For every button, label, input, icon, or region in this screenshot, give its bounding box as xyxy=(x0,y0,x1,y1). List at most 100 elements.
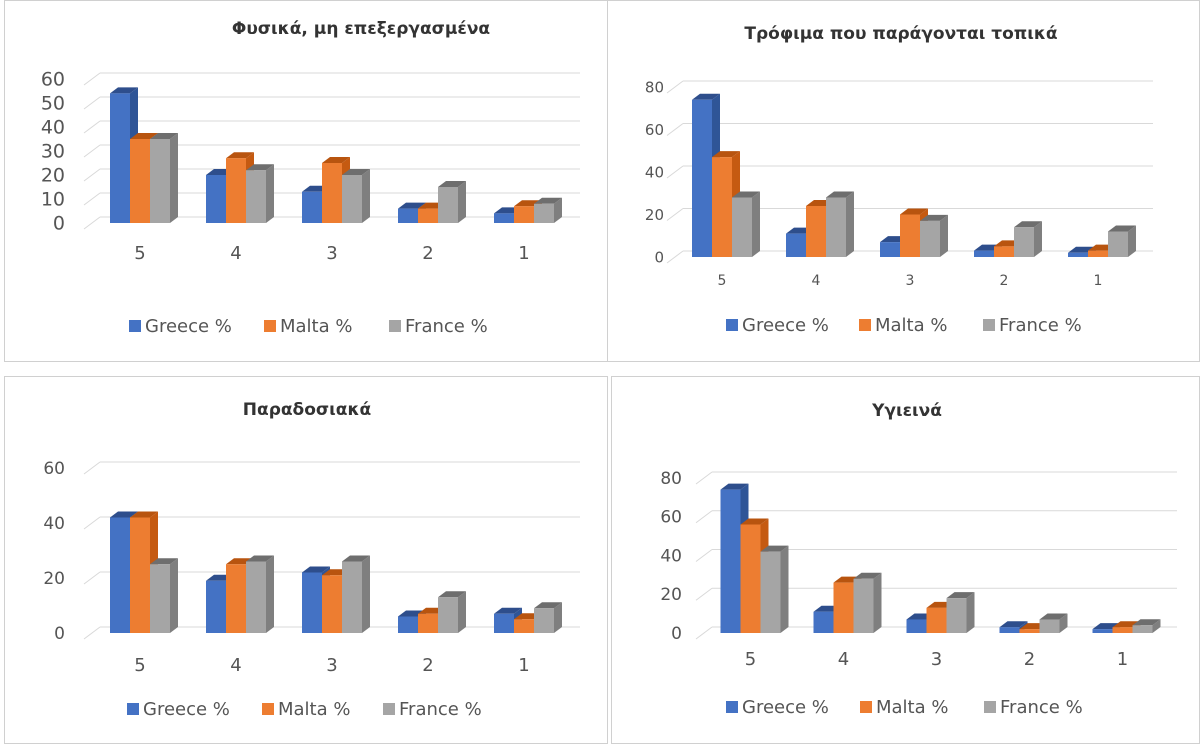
bar xyxy=(342,169,370,223)
bar-side xyxy=(362,169,370,223)
bar-front xyxy=(150,564,170,633)
bar-side xyxy=(1059,613,1068,633)
bar-side xyxy=(1128,225,1136,257)
x-tick-label: 3 xyxy=(326,655,337,676)
bar-front xyxy=(1112,627,1133,633)
bar-side xyxy=(1034,221,1042,257)
y-tick-label: 40 xyxy=(41,117,65,139)
legend-swatch xyxy=(726,319,738,331)
y-tick-label: 50 xyxy=(41,93,65,115)
legend-swatch xyxy=(262,703,274,715)
bar-top xyxy=(712,151,740,158)
y-tick-label: 10 xyxy=(41,189,65,211)
bar xyxy=(246,164,274,223)
chart-local: Τρόφιμα που παράγονται τοπικά 0 20 40 60 80 5 4… xyxy=(645,24,1153,336)
chart-title: Υγιεινά xyxy=(871,401,942,421)
x-tick-label: 3 xyxy=(326,243,337,264)
legend-swatch xyxy=(129,320,141,332)
x-tick-label: 5 xyxy=(718,273,727,289)
legend-label: France % xyxy=(999,315,1082,336)
bar xyxy=(1132,619,1161,633)
y-tick-label: 0 xyxy=(671,624,682,644)
bar-front xyxy=(150,139,170,223)
bar-front xyxy=(514,619,534,633)
gridline-depth xyxy=(83,216,101,230)
bar-side xyxy=(362,555,370,633)
bar-front xyxy=(206,580,226,633)
y-tick-label: 0 xyxy=(53,213,65,235)
x-tick-label: 5 xyxy=(134,243,145,264)
gridline-depth xyxy=(666,165,684,179)
bar-top xyxy=(760,545,789,552)
bar-top xyxy=(1108,225,1136,232)
legend-label: Greece % xyxy=(742,697,829,718)
bar-front xyxy=(534,203,554,223)
x-tick-label: 2 xyxy=(422,243,433,264)
gridline-depth xyxy=(695,510,713,524)
legend-label: France % xyxy=(399,699,482,720)
legend-swatch xyxy=(983,319,995,331)
chart-panel-local: Τρόφιμα που παράγονται τοπικά 0 20 40 60 80 5 4… xyxy=(607,0,1200,362)
y-tick-label: 40 xyxy=(645,163,664,181)
x-tick-label: 1 xyxy=(1117,649,1128,670)
bar xyxy=(760,545,789,633)
bar-front xyxy=(342,175,362,223)
bar-front xyxy=(246,561,266,633)
bar-front xyxy=(246,170,266,223)
bar-top xyxy=(398,202,426,209)
x-tick-label: 1 xyxy=(518,243,529,264)
bar-front xyxy=(302,572,322,633)
gridline-depth xyxy=(666,80,684,94)
y-tick-label: 80 xyxy=(660,469,682,489)
bar-side xyxy=(266,164,274,223)
y-tick-label: 20 xyxy=(41,165,65,187)
bar-top xyxy=(438,591,466,598)
y-tick-label: 60 xyxy=(660,508,682,528)
gridline-depth xyxy=(83,192,101,206)
bar-side xyxy=(554,197,562,223)
chart-traditional: Παραδοσιακά 0 20 40 60 5 4 3 2 1 Greece % Malta % Fr… xyxy=(43,400,580,720)
bar xyxy=(1108,225,1136,257)
legend-swatch xyxy=(860,701,872,713)
bar-top xyxy=(246,164,274,171)
x-tick-label: 2 xyxy=(1000,273,1009,289)
bar-front xyxy=(494,213,514,223)
bar xyxy=(946,592,975,633)
y-tick-label: 0 xyxy=(54,624,65,644)
y-tick-label: 40 xyxy=(660,546,682,566)
bar-top xyxy=(534,197,562,204)
bar-side xyxy=(780,545,789,633)
bar-front xyxy=(906,619,927,633)
chart-panel-natural: Φυσικά, μη επεξεργασμένα 0 10 20 30 40 50 60 5 4 3… xyxy=(4,0,608,362)
legend-swatch xyxy=(726,701,738,713)
chart-healthy: Υγιεινά 0 20 40 60 80 5 4 3 2 1 Greece % Malta % Fran… xyxy=(660,401,1177,718)
bar-front xyxy=(418,613,438,633)
bar-front xyxy=(302,191,322,223)
legend-label: Greece % xyxy=(742,315,829,336)
bar xyxy=(732,191,760,257)
y-tick-label: 60 xyxy=(43,459,65,479)
bar-front xyxy=(342,561,362,633)
legend-swatch xyxy=(264,320,276,332)
bar-side xyxy=(170,558,178,633)
y-tick-label: 20 xyxy=(645,206,664,224)
gridline-depth xyxy=(695,549,713,562)
bar-top xyxy=(110,87,138,94)
gridline-depth xyxy=(83,120,101,134)
x-tick-label: 5 xyxy=(745,649,756,670)
bar-top xyxy=(322,157,350,163)
bar-front xyxy=(130,517,150,633)
gridline-depth xyxy=(83,461,101,475)
bar-front xyxy=(514,206,534,223)
bar-front xyxy=(946,598,967,633)
legend-label: Malta % xyxy=(280,316,352,337)
chart-title: Τρόφιμα που παράγονται τοπικά xyxy=(744,24,1057,44)
x-tick-label: 3 xyxy=(906,273,915,289)
gridline-depth xyxy=(666,208,684,221)
bar-front xyxy=(1039,619,1060,633)
gridline-depth xyxy=(666,250,684,264)
x-tick-label: 4 xyxy=(812,273,821,289)
gridline-depth xyxy=(83,72,101,86)
x-tick-label: 3 xyxy=(931,649,942,670)
